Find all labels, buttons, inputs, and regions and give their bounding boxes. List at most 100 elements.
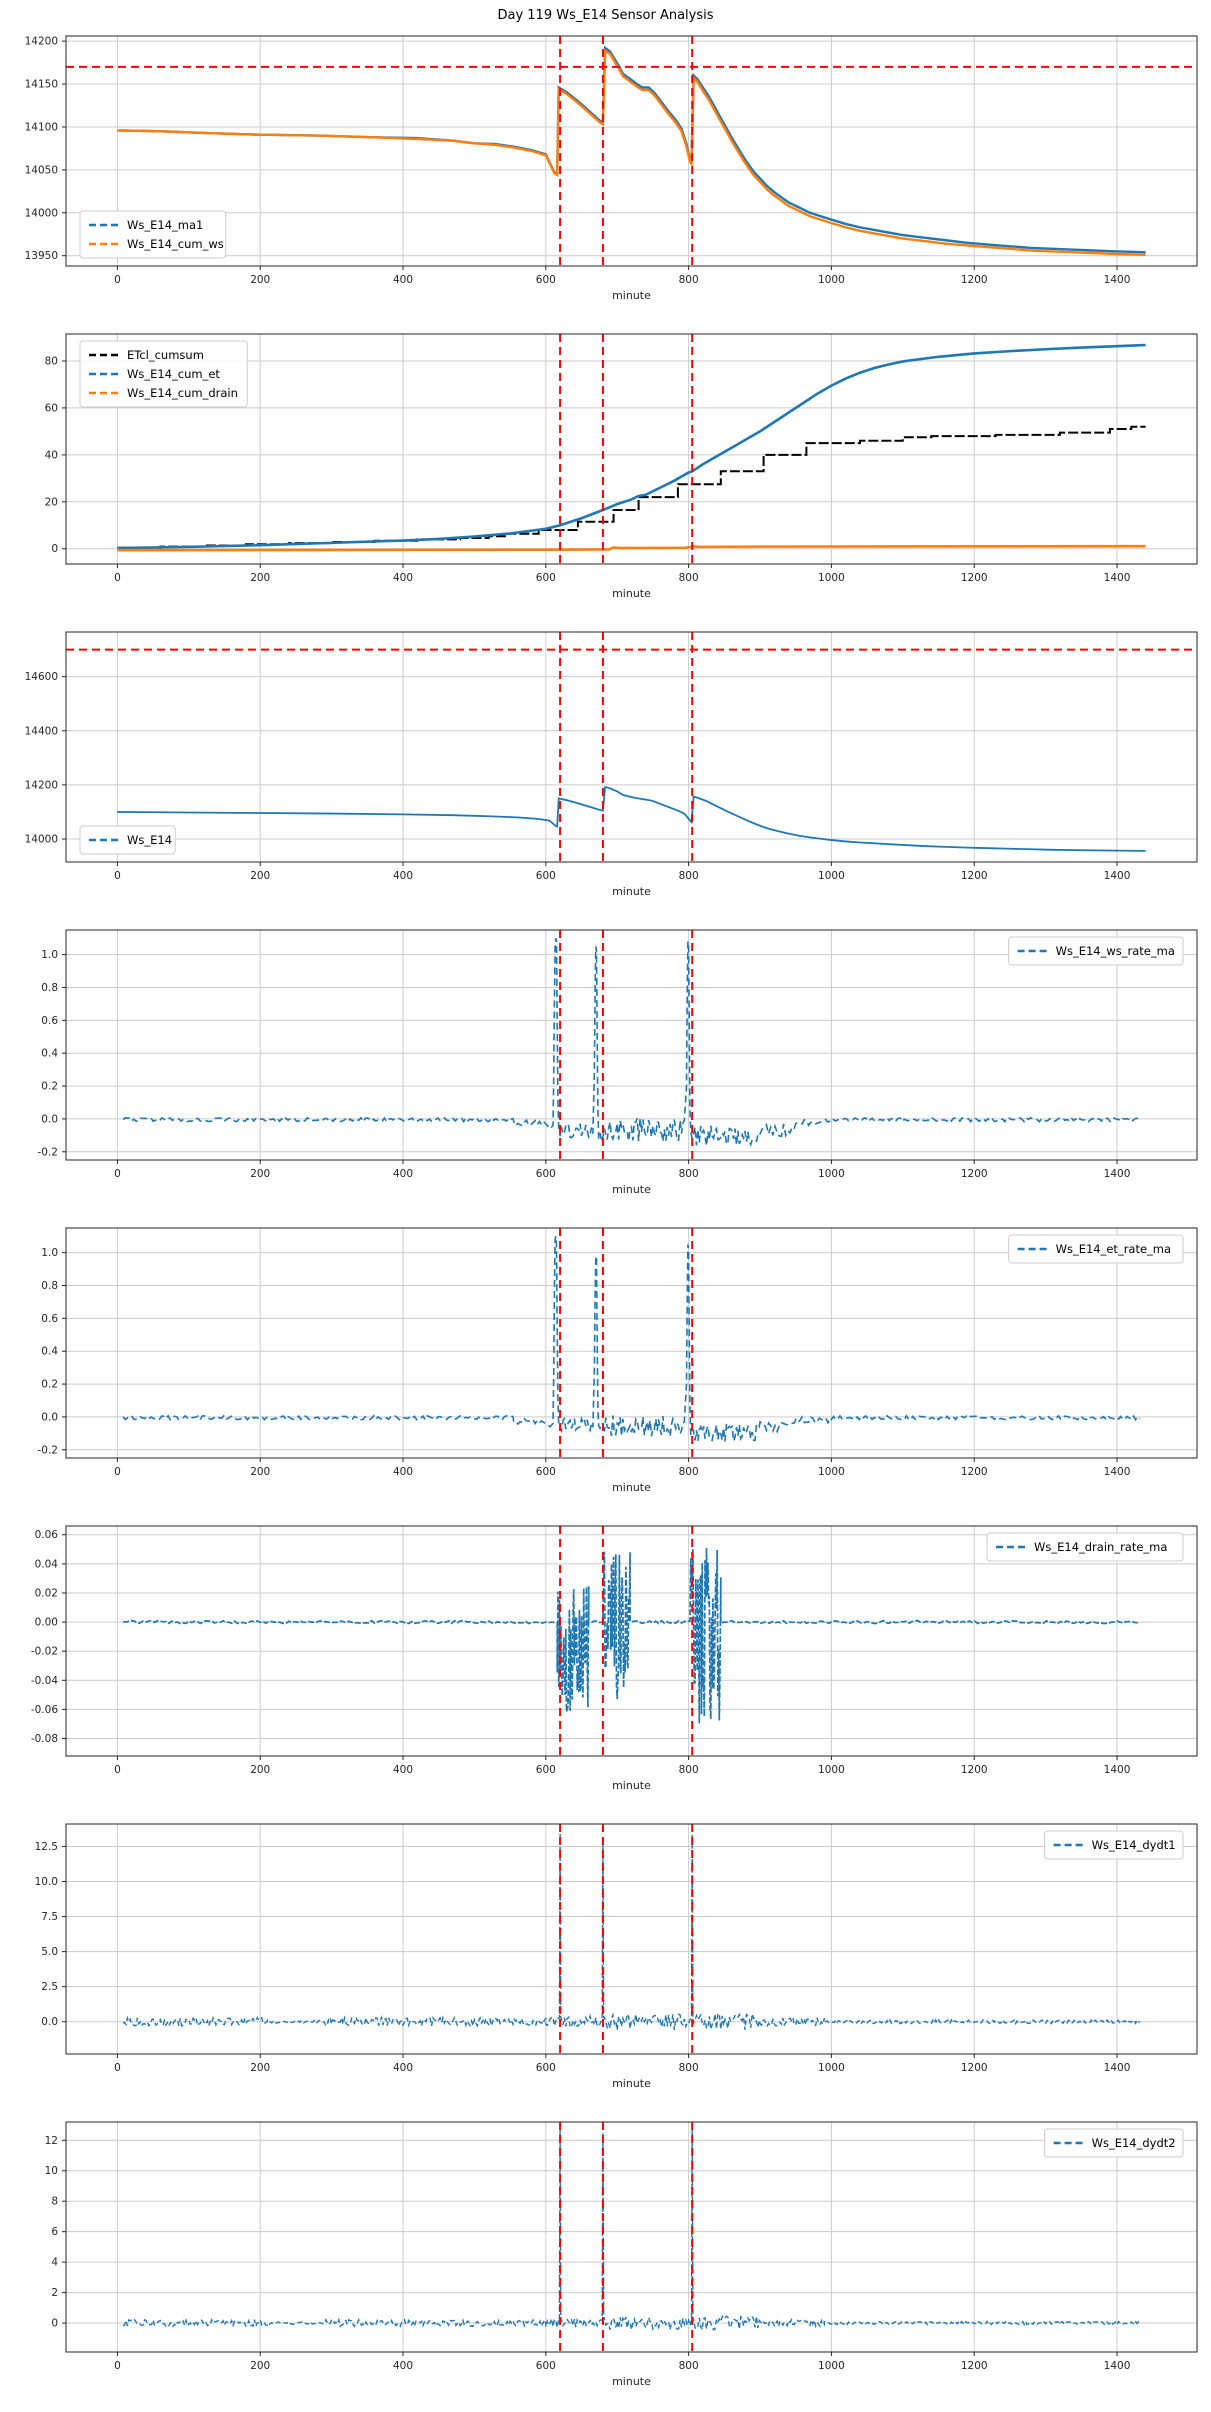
x-tick-label: 600	[536, 1466, 556, 1478]
x-tick-label: 1400	[1104, 274, 1131, 286]
legend-label: Ws_E14_cum_et	[127, 367, 220, 381]
x-tick-label: 1200	[961, 870, 988, 882]
y-tick-label: 20	[45, 496, 58, 508]
chart-canvas-6: 0 200 400 600 800 1000 1200 1400 -0.08 -0.06 -0.04…	[31, 1525, 1198, 1792]
series-Ws_E14_cum_et	[117, 343, 1146, 550]
x-axis-label: minute	[612, 587, 651, 600]
x-tick-label: 1200	[961, 1466, 988, 1478]
x-tick-label: 1200	[961, 2360, 988, 2372]
y-tick-label: -0.2	[38, 1444, 59, 1456]
y-tick-label: 0.04	[35, 1558, 59, 1570]
y-tick-label: 14400	[25, 725, 58, 737]
y-tick-label: 14150	[25, 79, 58, 91]
series-Ws_E14_cum_drain	[117, 544, 1146, 552]
y-tick-label: 0.2	[41, 1379, 58, 1391]
y-tick-label: 6	[51, 2226, 58, 2238]
x-tick-label: 0	[114, 1764, 121, 1776]
x-tick-label: 800	[679, 2360, 699, 2372]
x-axis-label: minute	[612, 885, 651, 898]
legend-box	[79, 340, 248, 408]
chart-canvas-7: 0 200 400 600 800 1000 1200 1400 0.0 2.5 5.0 7.5 10.…	[35, 1823, 1198, 2090]
x-tick-label: 1000	[818, 2360, 845, 2372]
x-tick-label: 800	[679, 1764, 699, 1776]
x-tick-label: 400	[393, 2062, 413, 2074]
chart-canvas-4: 0 200 400 600 800 1000 1200 1400 -0.2 0.0 0.2 0.4 0.…	[38, 929, 1198, 1196]
y-tick-label: 5.0	[41, 1946, 58, 1958]
x-tick-label: 0	[114, 2062, 121, 2074]
series-Ws_E14_dydt1	[122, 1833, 1141, 2031]
y-tick-label: 40	[45, 449, 58, 461]
x-axis-label: minute	[612, 289, 651, 302]
y-tick-label: 14600	[25, 671, 58, 683]
x-axis-label: minute	[612, 2077, 651, 2090]
subplot-8-dydt2: 0 200 400 600 800 1000 1200 1400 0 2 4 6 8 10 12 minute…	[0, 2110, 1211, 2408]
y-tick-label: 0.2	[41, 1081, 58, 1093]
x-tick-label: 1000	[818, 1764, 845, 1776]
axes-frame	[65, 1823, 1198, 2055]
x-axis-label: minute	[612, 2375, 651, 2388]
subplot-2-cumsum: 0 200 400 600 800 1000 1200 1400 0 20 40 60 80 minute…	[0, 322, 1211, 620]
x-tick-label: 800	[679, 274, 699, 286]
legend-box	[1044, 1830, 1184, 1860]
x-tick-label: 800	[679, 2062, 699, 2074]
series-Ws_E14	[117, 785, 1146, 852]
x-tick-label: 1000	[818, 2062, 845, 2074]
x-tick-label: 1000	[818, 274, 845, 286]
x-tick-label: 600	[536, 1168, 556, 1180]
x-tick-label: 200	[250, 2360, 270, 2372]
y-tick-label: 14200	[25, 779, 58, 791]
y-tick-label: 2	[51, 2287, 58, 2299]
y-tick-label: 10.0	[35, 1876, 58, 1888]
y-tick-label: 12	[45, 2135, 58, 2147]
legend-label: Ws_E14	[127, 833, 172, 847]
legend-label: Ws_E14_cum_ws	[127, 237, 224, 251]
y-tick-label: 12.5	[35, 1841, 58, 1853]
y-tick-label: 14100	[25, 121, 58, 133]
x-tick-label: 1200	[961, 274, 988, 286]
y-tick-label: -0.06	[31, 1704, 58, 1716]
legend-label: Ws_E14_dydt1	[1092, 1838, 1176, 1852]
series-Ws_E14_ma1	[117, 45, 1146, 254]
axes-frame	[65, 35, 1198, 267]
legend-label: Ws_E14_ws_rate_ma	[1056, 944, 1175, 958]
x-tick-label: 800	[679, 1466, 699, 1478]
x-tick-label: 200	[250, 1764, 270, 1776]
y-tick-label: 14000	[25, 207, 58, 219]
legend-box	[79, 210, 227, 259]
y-tick-label: 0.8	[41, 1280, 58, 1292]
x-tick-label: 1400	[1104, 2360, 1131, 2372]
y-tick-label: 0.4	[41, 1048, 58, 1060]
x-tick-label: 1400	[1104, 1168, 1131, 1180]
series-Ws_E14_cum_ws	[117, 48, 1146, 257]
x-tick-label: 600	[536, 2062, 556, 2074]
x-tick-label: 1000	[818, 1466, 845, 1478]
legend-box	[79, 825, 176, 855]
y-tick-label: 0.02	[35, 1587, 58, 1599]
y-tick-label: 7.5	[41, 1911, 58, 1923]
y-tick-label: 0.8	[41, 982, 58, 994]
legend: ETcl_cumsum Ws_E14_cum_et Ws_E14_cum_drain	[79, 340, 248, 408]
y-tick-label: 0.00	[35, 1617, 58, 1629]
x-tick-label: 200	[250, 572, 270, 584]
series-Ws_E14_drain_rate_ma	[123, 1547, 1138, 1724]
x-tick-label: 1400	[1104, 2062, 1131, 2074]
axes-frame	[65, 929, 1198, 1161]
x-tick-label: 0	[114, 274, 121, 286]
legend-label: Ws_E14_et_rate_ma	[1056, 1242, 1171, 1256]
y-tick-label: -0.04	[31, 1675, 58, 1687]
y-tick-label: 1.0	[41, 1247, 58, 1259]
x-tick-label: 1400	[1104, 1466, 1131, 1478]
legend: Ws_E14_ws_rate_ma	[1008, 936, 1184, 966]
x-tick-label: 400	[393, 1168, 413, 1180]
subplot-4-ws-rate-ma: 0 200 400 600 800 1000 1200 1400 -0.2 0.0 0.2 0.4 0.…	[0, 918, 1211, 1216]
y-tick-label: 0.6	[41, 1015, 58, 1027]
y-tick-label: 60	[45, 402, 58, 414]
x-tick-label: 0	[114, 2360, 121, 2372]
y-tick-label: -0.02	[31, 1646, 58, 1658]
subplot-3-ws-e14: 0 200 400 600 800 1000 1200 1400 14000 14200 14400…	[0, 620, 1211, 918]
y-tick-label: 0.0	[41, 2016, 58, 2028]
x-tick-label: 600	[536, 2360, 556, 2372]
x-axis-label: minute	[612, 1779, 651, 1792]
x-tick-label: 0	[114, 870, 121, 882]
legend-label: Ws_E14_drain_rate_ma	[1034, 1540, 1167, 1554]
